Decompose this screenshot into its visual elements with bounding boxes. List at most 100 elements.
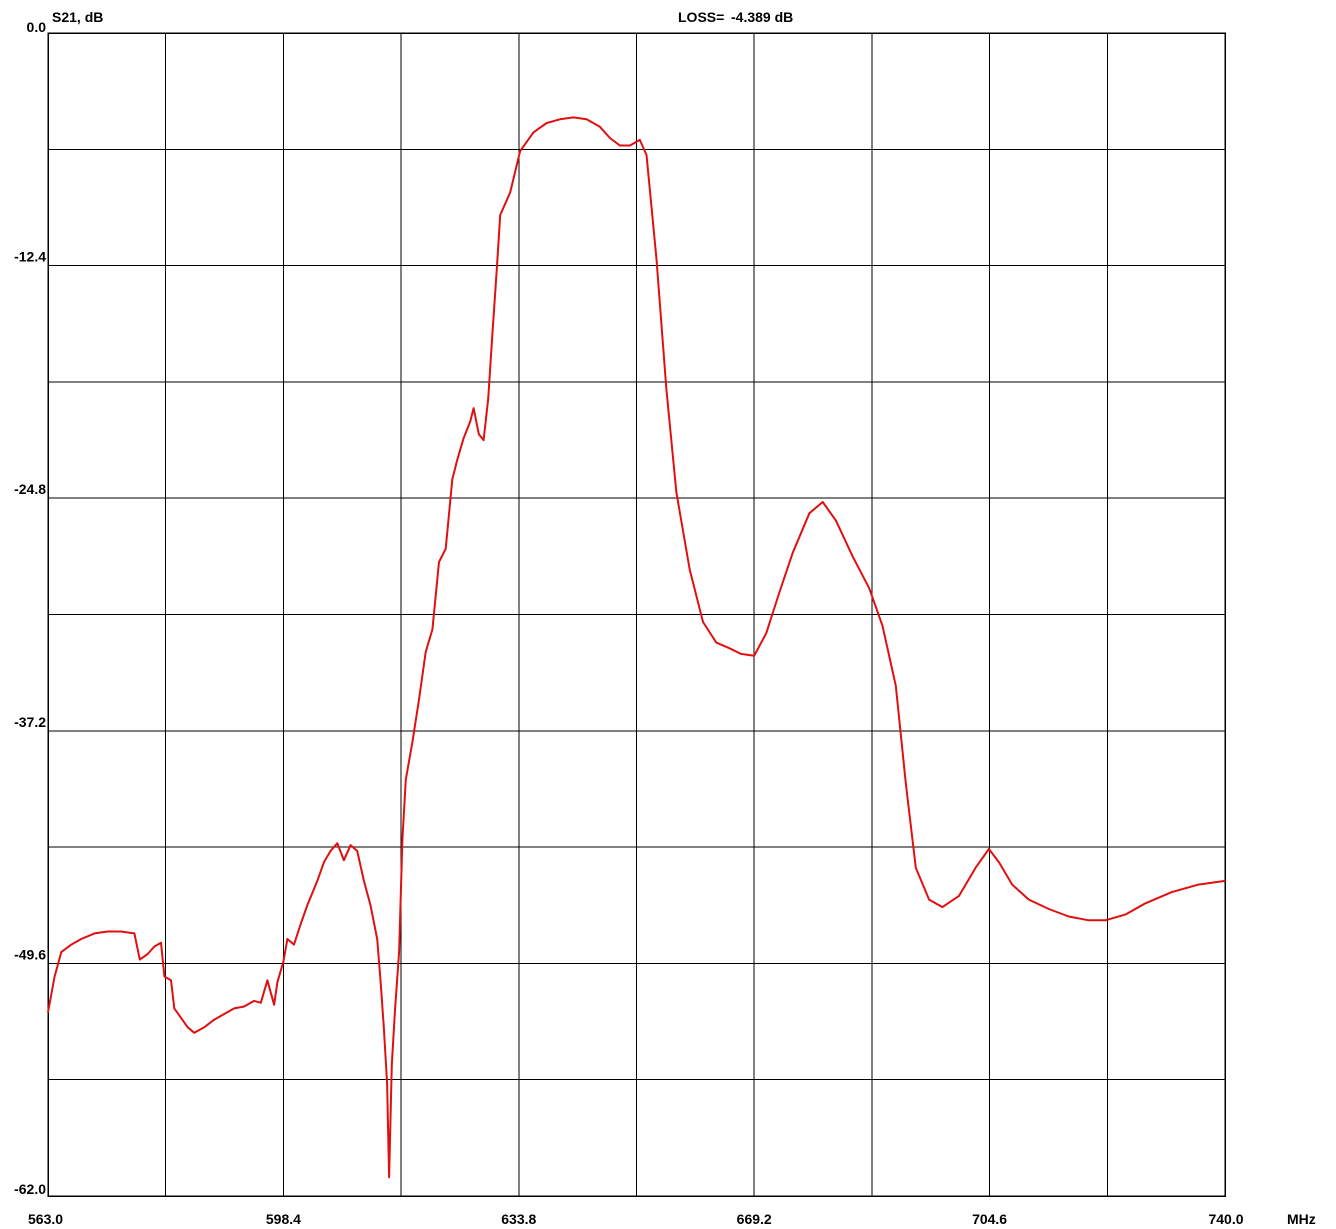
y-tick-label: -24.8 xyxy=(14,481,46,497)
data-point xyxy=(431,628,434,631)
data-point xyxy=(851,555,854,558)
data-point xyxy=(401,838,404,841)
data-point xyxy=(306,904,309,907)
data-point xyxy=(80,938,82,940)
data-point xyxy=(808,512,811,514)
y-tick-label: -49.6 xyxy=(14,946,46,962)
x-tick-label: 633.8 xyxy=(501,1211,536,1227)
data-point xyxy=(47,1011,49,1013)
y-tick-labels: 0.0 -12.4 -24.8 -37.2 -49.6 -62.0 xyxy=(14,19,46,1197)
data-point xyxy=(379,979,382,982)
data-point xyxy=(394,1007,396,1010)
data-point xyxy=(418,698,420,700)
data-point xyxy=(835,519,837,522)
data-point xyxy=(941,906,944,908)
data-point xyxy=(323,861,325,863)
data-point xyxy=(451,478,454,481)
data-point xyxy=(715,641,718,644)
data-point xyxy=(260,1002,262,1004)
data-point xyxy=(688,568,691,571)
data-point xyxy=(139,958,141,961)
data-point xyxy=(349,844,352,846)
data-point xyxy=(398,951,400,953)
data-point xyxy=(585,118,588,121)
data-point xyxy=(496,266,498,269)
data-point xyxy=(53,975,56,978)
data-point xyxy=(599,126,601,128)
data-point xyxy=(895,685,897,687)
data-point xyxy=(1144,902,1146,905)
data-point xyxy=(509,191,512,194)
x-tick-label: 704.6 xyxy=(972,1211,1007,1227)
data-point xyxy=(363,880,365,882)
data-point xyxy=(998,861,1000,863)
data-point xyxy=(609,137,611,139)
data-point xyxy=(1087,919,1090,922)
data-point xyxy=(343,859,345,861)
data-point xyxy=(376,938,379,940)
data-point xyxy=(299,923,302,925)
data-point xyxy=(868,587,870,589)
series-layer xyxy=(47,116,1226,1179)
data-point xyxy=(645,154,648,156)
data-point xyxy=(619,144,621,147)
data-point xyxy=(1197,883,1200,886)
data-point xyxy=(469,420,472,423)
data-point xyxy=(728,647,731,650)
data-point xyxy=(203,1026,206,1028)
x-tick-label: 563.0 xyxy=(28,1211,63,1227)
data-point xyxy=(639,139,641,141)
data-point xyxy=(655,257,658,259)
data-point xyxy=(153,945,156,948)
loss-value: -4.389 dB xyxy=(731,9,793,25)
data-point xyxy=(1048,908,1050,910)
data-point xyxy=(675,491,678,494)
y-axis-label: S21, dB xyxy=(52,9,103,25)
data-point xyxy=(665,388,668,391)
data-point xyxy=(462,437,465,440)
data-point xyxy=(519,150,521,152)
data-point xyxy=(60,951,63,953)
data-point xyxy=(170,979,172,982)
data-point xyxy=(70,943,73,946)
data-point xyxy=(107,930,109,933)
y-tick-label: -62.0 xyxy=(14,1181,46,1197)
data-point xyxy=(133,932,136,935)
loss-label: LOSS= xyxy=(678,9,724,25)
data-point xyxy=(702,621,704,623)
x-tick-label: 669.2 xyxy=(737,1211,772,1227)
data-point xyxy=(193,1032,196,1034)
data-point xyxy=(266,979,269,982)
data-point xyxy=(233,1007,235,1010)
x-tick-label: 598.4 xyxy=(266,1211,301,1227)
data-point xyxy=(456,459,458,462)
data-point xyxy=(388,1176,390,1178)
data-point xyxy=(1224,880,1226,882)
data-point xyxy=(276,981,279,983)
data-point xyxy=(386,1082,388,1085)
data-point xyxy=(336,842,339,845)
data-point xyxy=(293,943,295,946)
data-point xyxy=(905,782,907,785)
data-point xyxy=(499,214,502,216)
x-tick-label: 740.0 xyxy=(1208,1211,1243,1227)
data-point xyxy=(424,651,427,653)
data-point xyxy=(559,118,561,121)
y-tick-label: -12.4 xyxy=(14,249,46,265)
data-point xyxy=(163,975,166,978)
data-point xyxy=(629,144,631,147)
data-point xyxy=(356,850,359,852)
data-point xyxy=(444,548,447,550)
data-point xyxy=(369,904,372,907)
data-point xyxy=(472,407,475,410)
data-point xyxy=(253,1000,255,1002)
data-point xyxy=(146,953,149,955)
data-point xyxy=(740,653,742,655)
data-point xyxy=(532,131,535,134)
data-point xyxy=(282,960,285,963)
y-tick-label: -37.2 xyxy=(14,714,46,730)
data-point xyxy=(438,561,440,563)
data-point xyxy=(223,1013,225,1015)
data-point xyxy=(405,778,407,781)
